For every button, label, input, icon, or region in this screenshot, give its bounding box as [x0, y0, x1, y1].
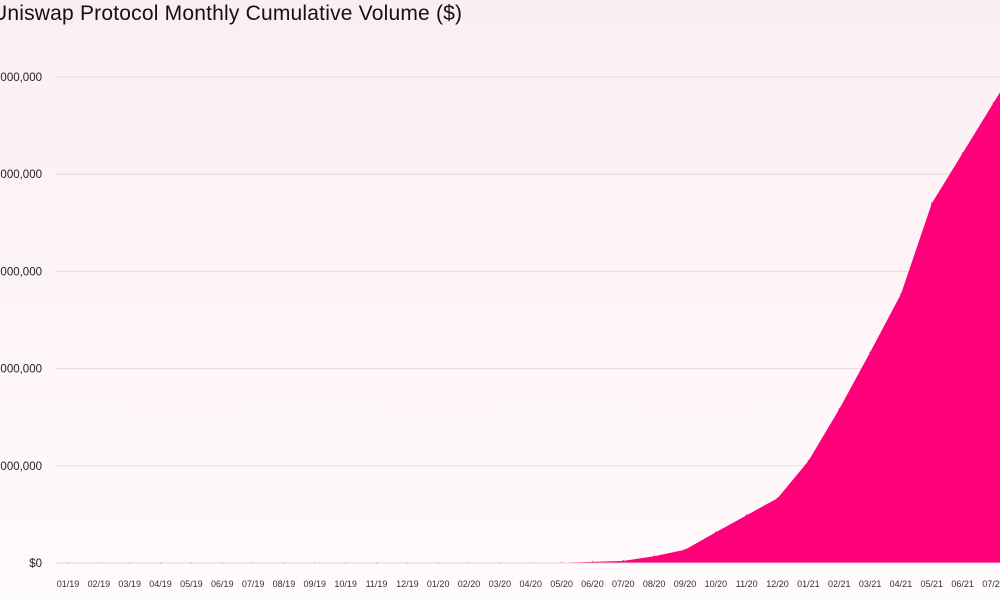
- data-point: [838, 408, 841, 410]
- x-tick-label: 11/19: [366, 579, 388, 589]
- x-tick-label: 02/20: [458, 579, 481, 589]
- data-point: [715, 531, 717, 534]
- x-tick-label: 04/21: [890, 579, 913, 589]
- data-point: [961, 152, 964, 154]
- x-tick-label: 02/21: [828, 579, 851, 589]
- data-point: [684, 548, 686, 551]
- x-tick-label: 01/19: [57, 579, 80, 589]
- x-tick-label: 10/19: [334, 579, 357, 589]
- x-tick-label: 01/20: [427, 579, 450, 589]
- data-point: [776, 497, 779, 500]
- x-tick-label: 04/20: [519, 579, 542, 589]
- y-tick-label: $240,000,000,000: [0, 169, 42, 181]
- data-point: [745, 514, 748, 517]
- x-tick-label: 03/21: [859, 579, 882, 589]
- x-tick-label: 11/20: [736, 579, 758, 589]
- x-tick-label: 05/21: [921, 579, 944, 589]
- x-tick-label: 07/21: [982, 579, 1000, 589]
- y-tick-label: $120,000,000,000: [0, 364, 42, 376]
- y-tick-label: $60,000,000,000: [0, 461, 42, 473]
- x-tick-label: 03/20: [489, 579, 512, 589]
- x-tick-label: 10/20: [705, 579, 728, 589]
- data-point: [807, 460, 810, 462]
- chart-title: Uniswap Protocol Monthly Cumulative Volu…: [0, 2, 463, 25]
- x-tick-label: 07/20: [612, 579, 635, 589]
- x-tick-label: 01/21: [797, 579, 820, 589]
- area-series: [68, 92, 1000, 563]
- x-tick-label: 06/21: [951, 579, 974, 589]
- x-tick-label: 09/19: [304, 579, 327, 589]
- y-tick-label: $0: [29, 558, 42, 570]
- y-tick-label: $300,000,000,000: [0, 72, 42, 84]
- x-tick-label: 12/20: [766, 579, 789, 589]
- x-tick-label: 05/19: [180, 579, 203, 589]
- x-tick-label: 06/19: [211, 579, 234, 589]
- y-tick-label: $180,000,000,000: [0, 266, 42, 278]
- data-point: [869, 351, 871, 354]
- data-point: [591, 561, 594, 563]
- data-point: [622, 560, 625, 562]
- x-tick-label: 06/20: [581, 579, 604, 589]
- data-point: [653, 555, 655, 557]
- x-tick-label: 04/19: [149, 579, 172, 589]
- x-tick-label: 08/19: [273, 579, 296, 589]
- data-point: [931, 202, 933, 205]
- x-tick-label: 07/19: [242, 579, 265, 589]
- x-tick-label: 12/19: [396, 579, 419, 589]
- data-point: [992, 102, 995, 104]
- x-tick-label: 05/20: [550, 579, 573, 589]
- x-tick-label: 02/19: [88, 579, 111, 589]
- data-point: [900, 293, 902, 295]
- x-tick-label: 09/20: [674, 579, 697, 589]
- x-tick-label: 03/19: [118, 579, 141, 589]
- x-tick-label: 08/20: [643, 579, 666, 589]
